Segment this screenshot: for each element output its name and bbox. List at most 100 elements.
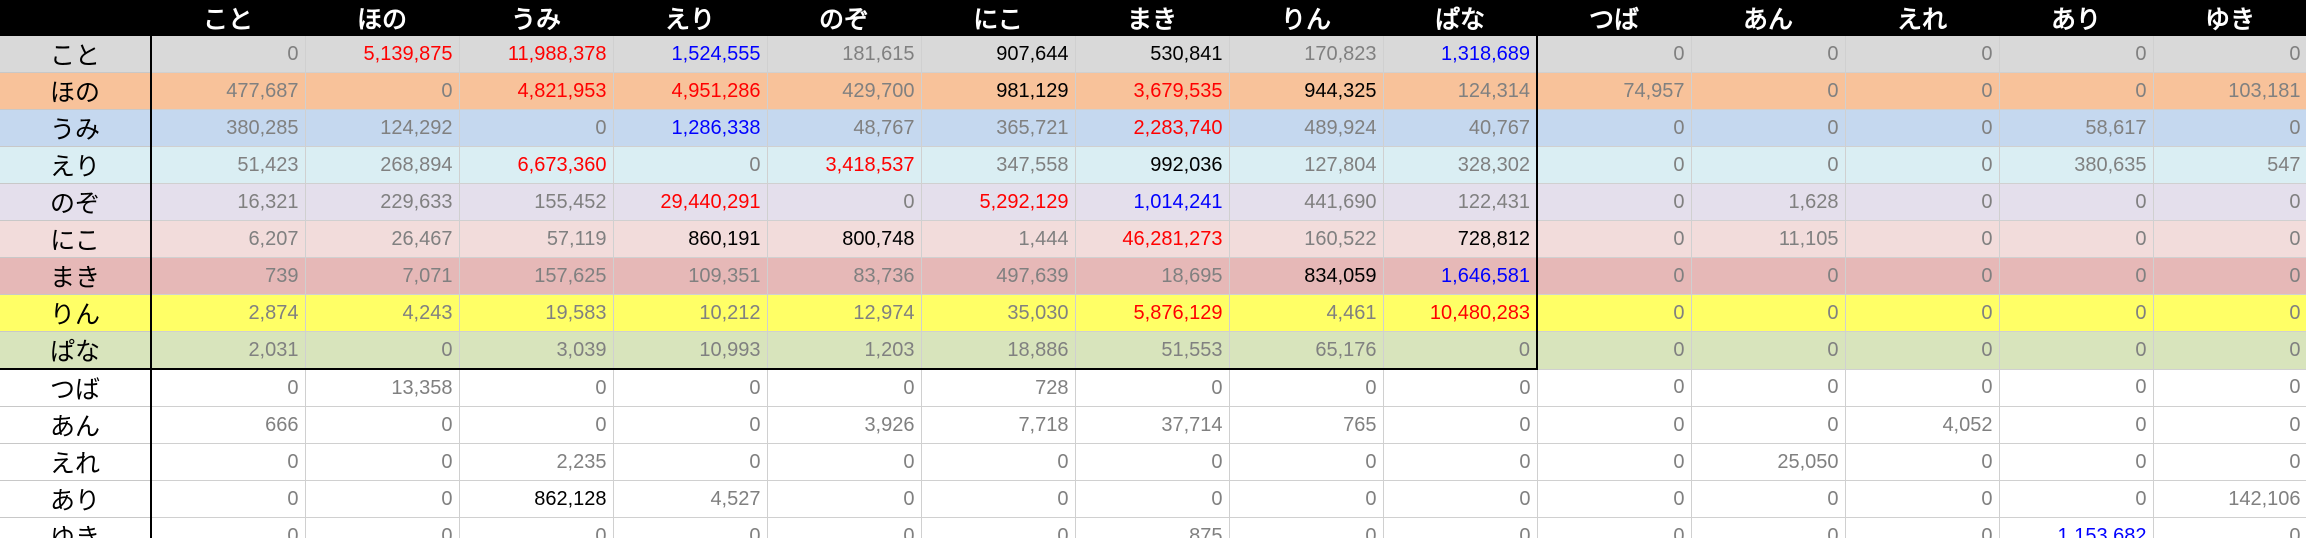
value-cell[interactable]: 2,235	[459, 443, 614, 481]
value-cell[interactable]: 429,700	[767, 72, 922, 110]
value-cell[interactable]: 0	[1999, 36, 2154, 73]
value-cell[interactable]: 157,625	[459, 257, 614, 295]
value-cell[interactable]: 0	[1537, 406, 1692, 444]
value-cell[interactable]: 3,418,537	[767, 146, 922, 184]
value-cell[interactable]: 6,207	[151, 220, 306, 258]
value-cell[interactable]: 0	[1075, 369, 1230, 407]
value-cell[interactable]: 124,314	[1383, 72, 1538, 110]
value-cell[interactable]: 0	[2153, 183, 2306, 221]
value-cell[interactable]: 0	[767, 443, 922, 481]
column-header[interactable]: あり	[1999, 0, 2154, 36]
value-cell[interactable]: 4,527	[613, 480, 768, 518]
column-header[interactable]: ゆき	[2153, 0, 2306, 36]
value-cell[interactable]: 46,281,273	[1075, 220, 1230, 258]
value-cell[interactable]: 0	[1537, 517, 1692, 538]
value-cell[interactable]: 0	[613, 369, 768, 407]
value-cell[interactable]: 0	[1537, 294, 1692, 332]
value-cell[interactable]: 0	[2153, 220, 2306, 258]
value-cell[interactable]: 739	[151, 257, 306, 295]
value-cell[interactable]: 142,106	[2153, 480, 2306, 518]
value-cell[interactable]: 497,639	[921, 257, 1076, 295]
value-cell[interactable]: 0	[1691, 257, 1846, 295]
value-cell[interactable]: 0	[1691, 369, 1846, 407]
value-cell[interactable]: 0	[459, 369, 614, 407]
value-cell[interactable]: 40,767	[1383, 109, 1538, 147]
value-cell[interactable]: 3,039	[459, 331, 614, 370]
column-header[interactable]: りん	[1229, 0, 1384, 36]
value-cell[interactable]: 0	[1383, 480, 1538, 518]
row-header[interactable]: えれ	[0, 443, 152, 481]
value-cell[interactable]: 0	[1691, 72, 1846, 110]
value-cell[interactable]: 0	[1845, 331, 2000, 370]
value-cell[interactable]: 10,993	[613, 331, 768, 370]
row-header[interactable]: えり	[0, 146, 152, 184]
value-cell[interactable]: 728,812	[1383, 220, 1538, 258]
value-cell[interactable]: 0	[613, 146, 768, 184]
value-cell[interactable]: 4,951,286	[613, 72, 768, 110]
row-header[interactable]: こと	[0, 36, 152, 73]
value-cell[interactable]: 5,139,875	[305, 36, 460, 73]
value-cell[interactable]: 229,633	[305, 183, 460, 221]
value-cell[interactable]: 0	[2153, 294, 2306, 332]
value-cell[interactable]: 0	[1537, 480, 1692, 518]
value-cell[interactable]: 0	[1845, 517, 2000, 538]
value-cell[interactable]: 0	[1999, 257, 2154, 295]
value-cell[interactable]: 0	[1537, 220, 1692, 258]
value-cell[interactable]: 0	[1383, 369, 1538, 407]
row-header[interactable]: りん	[0, 294, 152, 332]
value-cell[interactable]: 0	[459, 406, 614, 444]
value-cell[interactable]: 51,423	[151, 146, 306, 184]
value-cell[interactable]: 0	[1075, 443, 1230, 481]
value-cell[interactable]: 0	[1999, 443, 2154, 481]
value-cell[interactable]: 0	[1845, 146, 2000, 184]
value-cell[interactable]: 5,292,129	[921, 183, 1076, 221]
row-header[interactable]: ぱな	[0, 331, 152, 370]
value-cell[interactable]: 0	[305, 443, 460, 481]
value-cell[interactable]: 0	[305, 517, 460, 538]
value-cell[interactable]: 800,748	[767, 220, 922, 258]
value-cell[interactable]: 0	[1537, 369, 1692, 407]
value-cell[interactable]: 0	[1999, 369, 2154, 407]
value-cell[interactable]: 0	[151, 517, 306, 538]
value-cell[interactable]: 1,014,241	[1075, 183, 1230, 221]
value-cell[interactable]: 0	[1383, 517, 1538, 538]
value-cell[interactable]: 0	[2153, 109, 2306, 147]
value-cell[interactable]: 181,615	[767, 36, 922, 73]
value-cell[interactable]: 0	[1691, 517, 1846, 538]
value-cell[interactable]: 0	[2153, 257, 2306, 295]
corner-cell[interactable]	[0, 0, 152, 36]
column-header[interactable]: あん	[1691, 0, 1846, 36]
value-cell[interactable]: 0	[1537, 257, 1692, 295]
value-cell[interactable]: 5,876,129	[1075, 294, 1230, 332]
value-cell[interactable]: 124,292	[305, 109, 460, 147]
value-cell[interactable]: 2,031	[151, 331, 306, 370]
value-cell[interactable]: 862,128	[459, 480, 614, 518]
value-cell[interactable]: 0	[1999, 294, 2154, 332]
value-cell[interactable]: 18,695	[1075, 257, 1230, 295]
value-cell[interactable]: 0	[767, 480, 922, 518]
value-cell[interactable]: 0	[1383, 331, 1538, 370]
value-cell[interactable]: 0	[1999, 72, 2154, 110]
value-cell[interactable]: 834,059	[1229, 257, 1384, 295]
column-header[interactable]: えり	[613, 0, 768, 36]
value-cell[interactable]: 127,804	[1229, 146, 1384, 184]
column-header[interactable]: にこ	[921, 0, 1076, 36]
value-cell[interactable]: 992,036	[1075, 146, 1230, 184]
row-header[interactable]: うみ	[0, 109, 152, 147]
value-cell[interactable]: 4,052	[1845, 406, 2000, 444]
value-cell[interactable]: 35,030	[921, 294, 1076, 332]
row-header[interactable]: にこ	[0, 220, 152, 258]
value-cell[interactable]: 122,431	[1383, 183, 1538, 221]
value-cell[interactable]: 0	[1229, 480, 1384, 518]
value-cell[interactable]: 4,243	[305, 294, 460, 332]
value-cell[interactable]: 0	[1845, 443, 2000, 481]
value-cell[interactable]: 48,767	[767, 109, 922, 147]
value-cell[interactable]: 0	[1691, 294, 1846, 332]
value-cell[interactable]: 0	[151, 480, 306, 518]
value-cell[interactable]: 0	[1845, 480, 2000, 518]
value-cell[interactable]: 12,974	[767, 294, 922, 332]
value-cell[interactable]: 19,583	[459, 294, 614, 332]
value-cell[interactable]: 380,285	[151, 109, 306, 147]
value-cell[interactable]: 0	[767, 369, 922, 407]
value-cell[interactable]: 109,351	[613, 257, 768, 295]
